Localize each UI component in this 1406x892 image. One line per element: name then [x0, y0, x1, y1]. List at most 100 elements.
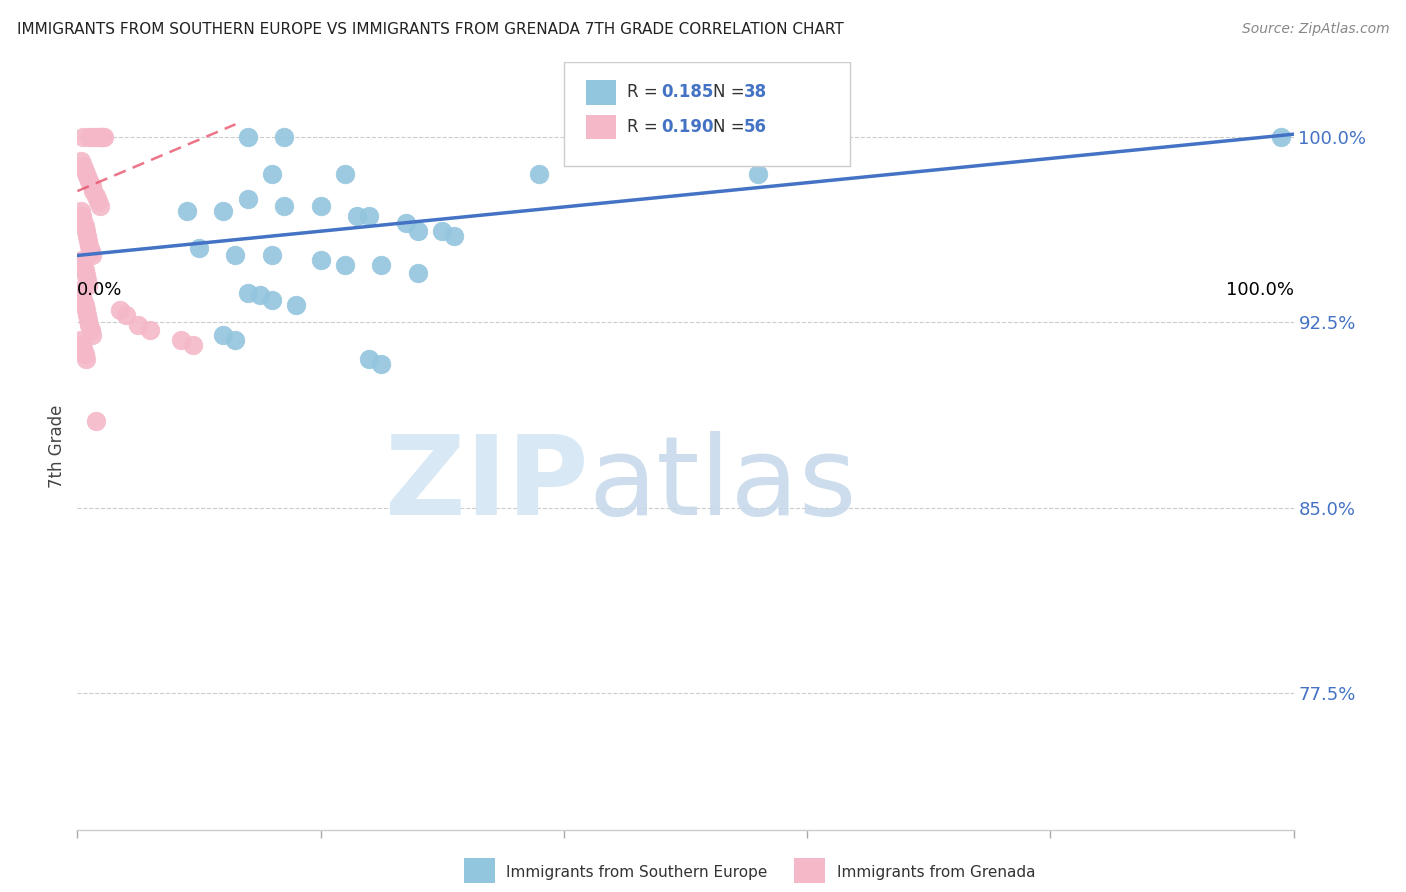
Point [70, 209, 93, 223]
Point [80, 248, 103, 262]
Point [260, 167, 283, 181]
Point [747, 167, 769, 181]
Point [80, 244, 103, 258]
Point [212, 327, 235, 342]
Point [249, 288, 271, 302]
Point [236, 129, 259, 144]
Text: 0.0%: 0.0% [77, 281, 122, 299]
Point [84, 129, 107, 144]
Point [273, 199, 295, 213]
FancyBboxPatch shape [564, 62, 849, 166]
Point [820, 129, 842, 144]
Point [79, 318, 101, 332]
Point [443, 228, 465, 243]
Point [72, 293, 94, 307]
Point [576, 129, 599, 144]
Point [359, 352, 381, 367]
Point [80, 323, 103, 337]
Text: ZIP: ZIP [385, 431, 588, 538]
Point [224, 333, 246, 347]
Point [395, 216, 418, 230]
Point [90, 129, 112, 144]
Point [89, 129, 111, 144]
Point [75, 224, 97, 238]
Point [80, 327, 103, 342]
Point [72, 258, 94, 272]
Text: R =: R = [627, 83, 664, 102]
Text: 0.190: 0.190 [661, 118, 714, 136]
Text: Source: ZipAtlas.com: Source: ZipAtlas.com [1241, 22, 1389, 37]
Point [260, 293, 283, 307]
Point [82, 184, 104, 198]
Text: N =: N = [713, 83, 751, 102]
Point [224, 248, 246, 262]
Point [82, 129, 104, 144]
Point [333, 258, 356, 272]
FancyBboxPatch shape [586, 114, 616, 139]
Point [808, 129, 831, 144]
Point [73, 347, 96, 361]
Text: Immigrants from Southern Europe: Immigrants from Southern Europe [506, 865, 768, 880]
Point [70, 283, 93, 297]
Point [406, 224, 429, 238]
Point [370, 357, 392, 371]
Y-axis label: 7th Grade: 7th Grade [48, 404, 66, 488]
Text: 0.185: 0.185 [661, 83, 713, 102]
Point [70, 333, 93, 347]
Point [115, 308, 138, 322]
Point [77, 278, 100, 293]
Point [77, 313, 100, 327]
Point [75, 352, 97, 367]
Point [529, 167, 551, 181]
Point [87, 194, 110, 208]
Point [72, 214, 94, 228]
Text: R =: R = [627, 118, 664, 136]
Text: Immigrants from Grenada: Immigrants from Grenada [837, 865, 1035, 880]
Point [80, 179, 103, 194]
FancyBboxPatch shape [586, 80, 616, 104]
Point [309, 199, 332, 213]
Point [1270, 129, 1292, 144]
Point [260, 248, 283, 262]
Point [84, 414, 107, 428]
Point [285, 298, 308, 312]
Point [212, 203, 235, 218]
Text: 56: 56 [744, 118, 766, 136]
Point [84, 189, 107, 203]
Point [236, 192, 259, 206]
Point [796, 129, 818, 144]
Text: N =: N = [713, 118, 751, 136]
Point [406, 266, 429, 280]
Point [73, 219, 96, 233]
Point [93, 129, 115, 144]
Point [170, 333, 193, 347]
Text: IMMIGRANTS FROM SOUTHERN EUROPE VS IMMIGRANTS FROM GRENADA 7TH GRADE CORRELATION: IMMIGRANTS FROM SOUTHERN EUROPE VS IMMIG… [17, 22, 844, 37]
Point [72, 343, 94, 357]
Point [589, 129, 612, 144]
Point [309, 253, 332, 268]
Point [79, 129, 101, 144]
Point [73, 263, 96, 277]
Point [79, 238, 101, 252]
Point [70, 288, 93, 302]
Point [76, 308, 98, 322]
Point [108, 302, 131, 317]
Point [75, 302, 97, 317]
Point [79, 174, 101, 188]
Text: 100.0%: 100.0% [1226, 281, 1294, 299]
Text: 38: 38 [744, 83, 766, 102]
Point [333, 167, 356, 181]
Point [70, 253, 93, 268]
Point [90, 129, 112, 144]
Point [72, 129, 94, 144]
Point [73, 298, 96, 312]
Text: atlas: atlas [588, 431, 856, 538]
Point [188, 241, 211, 255]
Point [76, 273, 98, 287]
Point [176, 203, 198, 218]
Point [75, 268, 97, 283]
Point [70, 203, 93, 218]
Point [236, 285, 259, 300]
Point [181, 337, 204, 351]
Point [77, 234, 100, 248]
